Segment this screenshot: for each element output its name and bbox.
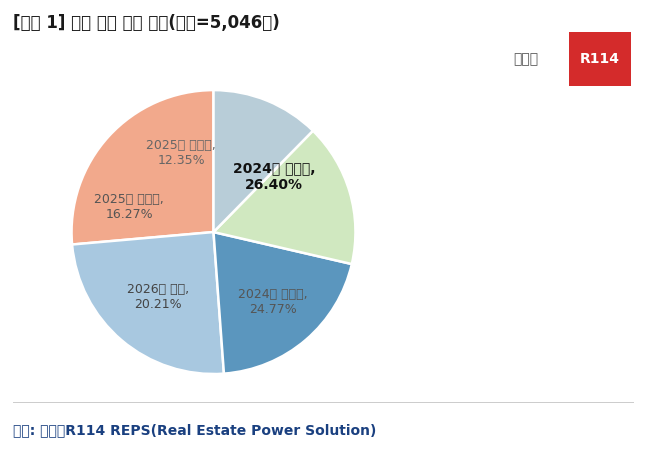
Text: 자료: 부동산R114 REPS(Real Estate Power Solution): 자료: 부동산R114 REPS(Real Estate Power Solut…: [13, 423, 377, 437]
Wedge shape: [214, 90, 313, 232]
Text: 2024년 상반기,
26.40%: 2024년 상반기, 26.40%: [233, 162, 316, 192]
Wedge shape: [72, 232, 224, 374]
Wedge shape: [72, 90, 214, 244]
Bar: [569, 32, 631, 86]
Text: 2026년 이후,
20.21%: 2026년 이후, 20.21%: [127, 283, 189, 311]
Text: 2025년 하반기,
12.35%: 2025년 하반기, 12.35%: [146, 139, 216, 167]
Wedge shape: [214, 232, 352, 374]
Text: 2025년 상반기,
16.27%: 2025년 상반기, 16.27%: [94, 193, 164, 222]
Text: 부동산: 부동산: [513, 52, 538, 66]
Wedge shape: [214, 131, 355, 264]
Text: [그림 1] 주택 매입 적정 시기(응답=5,046명): [그림 1] 주택 매입 적정 시기(응답=5,046명): [13, 14, 280, 32]
Text: R114: R114: [580, 52, 620, 66]
Text: 2024년 하반기,
24.77%: 2024년 하반기, 24.77%: [239, 288, 308, 316]
